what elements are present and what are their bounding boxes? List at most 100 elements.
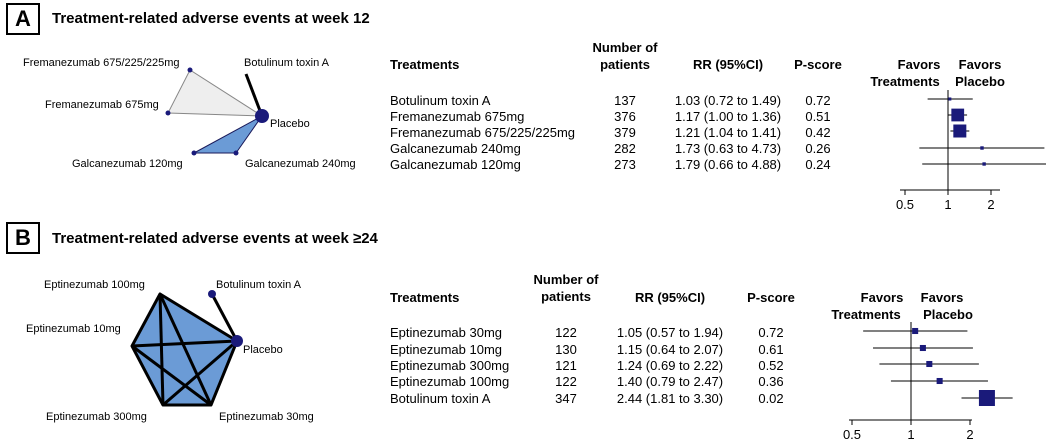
network-node-placebo [255,109,269,123]
col-header-n: Number of [593,40,659,55]
network-label: Fremanezumab 675/225/225mg [23,57,180,69]
network-edge [131,339,238,348]
table-cell-treatment: Fremanezumab 675/225/225mg [390,125,575,140]
forest-plot: Favors Treatments Favors Placebo 0.5 1 2 [870,57,1046,212]
point-estimate-marker [936,377,943,385]
table-cell-rr: 1.17 (1.00 to 1.36) [675,109,781,124]
point-estimate-marker [926,360,933,368]
network-label: Placebo [270,118,310,130]
network-graph: Eptinezumab 100mg Botulinum toxin A Epti… [26,279,314,423]
col-header-n: patients [600,57,650,72]
table-cell-rr: 1.05 (0.57 to 1.94) [617,325,723,340]
table-cell-rr: 1.21 (1.04 to 1.41) [675,125,781,140]
network-label: Galcanezumab 240mg [245,158,356,170]
table-cell-treatment: Botulinum toxin A [390,391,491,406]
table-cell-n: 273 [614,157,636,172]
table-cell-pscore: 0.72 [758,325,783,340]
panel-title: Treatment-related adverse events at week… [52,230,378,247]
panel-letter: A [6,3,40,35]
point-estimate-marker [912,327,919,335]
point-estimate-marker [919,344,926,352]
network-node [208,290,216,298]
network-graph: Fremanezumab 675/225/225mg Botulinum tox… [23,57,356,170]
network-label: Eptinezumab 30mg [219,411,314,423]
table-cell-pscore: 0.24 [805,157,830,172]
col-header-pscore: P-score [794,57,842,72]
table-cell-n: 379 [614,125,636,140]
network-label: Eptinezumab 10mg [26,323,121,335]
favors-treatments-label: Treatments [870,74,939,89]
table-cell-pscore: 0.42 [805,125,830,140]
table-cell-rr: 1.24 (0.69 to 2.22) [617,358,723,373]
panel-b: B Treatment-related adverse events at we… [0,218,1052,448]
table-cell-rr: 2.44 (1.81 to 3.30) [617,391,723,406]
x-axis-tick-label: 0.5 [843,427,861,442]
x-axis-tick-label: 0.5 [896,197,914,212]
panel-letter: B [6,222,40,254]
col-header-rr: RR (95%CI) [635,290,705,305]
network-edge [131,344,212,407]
network-edge [162,339,238,407]
table-cell-pscore: 0.36 [758,374,783,389]
network-edge [244,73,264,117]
table-cell-treatment: Eptinezumab 30mg [390,325,502,340]
favors-treatments-label: Treatments [831,307,900,322]
x-axis-tick-label: 2 [966,427,973,442]
network-label: Galcanezumab 120mg [72,158,183,170]
network-label: Botulinum toxin A [216,279,302,291]
point-estimate-marker [982,162,986,166]
network-edge [158,293,165,406]
table-cell-treatment: Galcanezumab 240mg [390,141,521,156]
col-header-rr: RR (95%CI) [693,57,763,72]
table-cell-pscore: 0.51 [805,109,830,124]
point-estimate-marker [953,124,967,138]
table-cell-n: 376 [614,109,636,124]
point-estimate-marker [978,390,995,406]
col-header-n: patients [541,289,591,304]
panel-a-figure: Fremanezumab 675/225/225mg Botulinum tox… [23,40,1046,212]
panel-b-figure: Eptinezumab 100mg Botulinum toxin A Epti… [26,272,1013,442]
network-node [187,67,193,73]
point-estimate-marker [980,146,984,150]
table-cell-n: 137 [614,93,636,108]
table-cell-pscore: 0.72 [805,93,830,108]
table-cell-rr: 1.15 (0.64 to 2.07) [617,342,723,357]
col-header-treatments: Treatments [390,57,459,72]
table-cell-rr: 1.73 (0.63 to 4.73) [675,141,781,156]
table-cell-n: 122 [555,374,577,389]
point-estimate-marker [951,108,965,122]
table-cell-treatment: Galcanezumab 120mg [390,157,521,172]
table-cell-n: 347 [555,391,577,406]
results-table: Treatments Number of patients RR (95%CI)… [390,40,842,172]
panel-a: A Treatment-related adverse events at we… [0,0,1052,215]
table-cell-treatment: Eptinezumab 100mg [390,374,509,389]
table-cell-n: 130 [555,342,577,357]
table-cell-pscore: 0.26 [805,141,830,156]
col-header-pscore: P-score [747,290,795,305]
favors-label: Favors [959,57,1002,72]
x-axis-tick-label: 1 [944,197,951,212]
network-triangle-fremanezumab [167,69,264,117]
network-label: Placebo [243,344,283,356]
col-header-n: Number of [534,272,600,287]
favors-placebo-label: Placebo [955,74,1005,89]
table-cell-n: 122 [555,325,577,340]
col-header-treatments: Treatments [390,290,459,305]
network-node [165,110,171,116]
network-node [191,150,197,156]
table-cell-pscore: 0.52 [758,358,783,373]
favors-label: Favors [921,290,964,305]
network-label: Eptinezumab 100mg [44,279,145,291]
network-node [233,150,239,156]
table-cell-rr: 1.79 (0.66 to 4.88) [675,157,781,172]
x-axis-tick-label: 1 [907,427,914,442]
table-cell-treatment: Fremanezumab 675mg [390,109,524,124]
table-cell-n: 121 [555,358,577,373]
favors-label: Favors [898,57,941,72]
table-cell-rr: 1.40 (0.79 to 2.47) [617,374,723,389]
table-cell-treatment: Eptinezumab 300mg [390,358,509,373]
network-label: Eptinezumab 300mg [46,411,147,423]
table-cell-rr: 1.03 (0.72 to 1.49) [675,93,781,108]
table-cell-treatment: Eptinezumab 10mg [390,342,502,357]
table-cell-n: 282 [614,141,636,156]
